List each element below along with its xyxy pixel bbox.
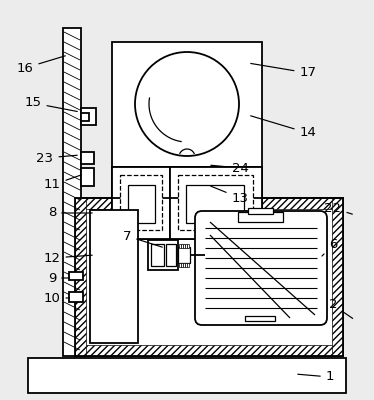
Circle shape (135, 52, 239, 156)
Bar (75, 198, 343, 209)
Bar (178, 175, 253, 230)
Bar (90, 210, 138, 343)
Bar (187, 263, 189, 266)
Bar (187, 244, 189, 248)
Text: 10: 10 (43, 292, 69, 304)
Text: 2: 2 (329, 298, 353, 318)
Bar (186, 185, 244, 223)
Bar (332, 198, 343, 356)
Bar (112, 167, 262, 239)
Bar (120, 175, 162, 230)
Bar (75, 345, 343, 356)
Bar (81, 168, 94, 186)
Text: 16: 16 (16, 56, 65, 74)
Bar (112, 167, 170, 239)
Bar (184, 263, 185, 266)
Text: 12: 12 (43, 252, 92, 264)
Bar (248, 208, 273, 214)
Bar (180, 244, 181, 248)
Text: 13: 13 (211, 186, 248, 204)
Bar (238, 212, 283, 222)
Bar (181, 263, 183, 266)
Bar (186, 244, 187, 248)
Text: 17: 17 (251, 64, 316, 80)
Bar (69, 272, 83, 280)
Text: 6: 6 (322, 238, 337, 256)
Text: 23: 23 (37, 152, 77, 164)
Bar (75, 198, 343, 356)
Bar (151, 244, 164, 266)
Bar (181, 244, 183, 248)
Bar (63, 28, 81, 356)
Text: 22: 22 (325, 202, 352, 214)
Bar (81, 113, 89, 121)
Text: 8: 8 (48, 206, 92, 220)
Bar (28, 358, 346, 393)
Bar (128, 185, 155, 223)
Bar (75, 198, 343, 356)
Text: 11: 11 (43, 175, 82, 192)
FancyBboxPatch shape (195, 211, 327, 325)
Bar (184, 244, 185, 248)
Bar (178, 247, 190, 263)
Bar (166, 244, 176, 266)
Bar (81, 108, 96, 125)
Text: 7: 7 (123, 230, 162, 247)
Text: 14: 14 (251, 116, 316, 140)
Bar (81, 152, 94, 164)
Bar (112, 42, 262, 167)
Bar (69, 292, 83, 302)
Text: 24: 24 (211, 162, 248, 174)
Text: 9: 9 (48, 272, 69, 284)
Bar (186, 263, 187, 266)
Bar (170, 167, 262, 239)
Bar (148, 240, 178, 270)
Bar (245, 316, 275, 321)
Text: 1: 1 (298, 370, 334, 384)
Bar (75, 198, 86, 356)
Bar (180, 263, 181, 266)
Text: 15: 15 (25, 96, 77, 112)
